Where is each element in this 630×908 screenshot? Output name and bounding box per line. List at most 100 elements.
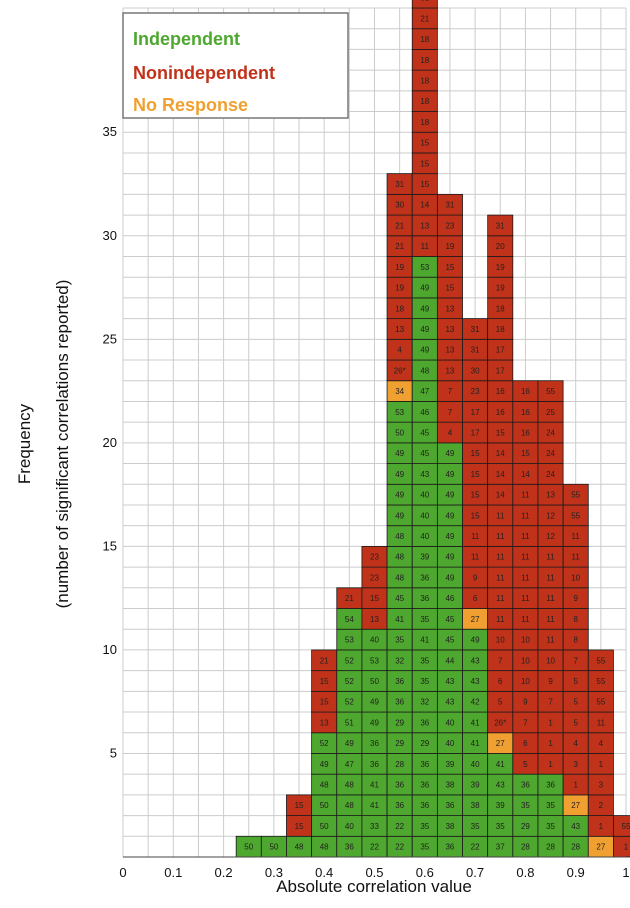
cell-label: 48 [395, 553, 404, 562]
cell-label: 25 [546, 408, 555, 417]
cell-label: 8 [573, 636, 578, 645]
cell-label: 46 [420, 408, 429, 417]
cell-label: 35 [420, 656, 429, 665]
cell-label: 43 [571, 822, 580, 831]
cell-label: 22 [395, 822, 404, 831]
x-tick-label: 0.1 [164, 865, 182, 880]
cell-label: 27 [571, 801, 580, 810]
cell-label: 54 [345, 615, 354, 624]
cell-label: 35 [420, 843, 429, 852]
cell-label: 28 [521, 843, 530, 852]
cell-label: 18 [420, 118, 429, 127]
cell-label: 40 [420, 532, 429, 541]
cell-label: 41 [471, 718, 480, 727]
cell-label: 55 [596, 656, 605, 665]
cell-label: 11 [546, 573, 555, 582]
cell-label: 29 [395, 718, 404, 727]
cell-label: 49 [445, 511, 454, 520]
cell-label: 36 [370, 760, 379, 769]
cell-label: 17 [471, 408, 480, 417]
histogram-cell [411, 0, 438, 9]
cell-label: 6 [473, 594, 478, 603]
cell-label: 32 [395, 656, 404, 665]
cell-label: 31 [496, 221, 505, 230]
x-tick-label: 0.9 [567, 865, 585, 880]
cell-label: 1 [548, 718, 553, 727]
cell-label: 43 [496, 781, 505, 790]
cell-label: 49 [471, 636, 480, 645]
cell-label: 6 [498, 677, 503, 686]
cell-label: 49 [445, 532, 454, 541]
cell-label: 48 [345, 781, 354, 790]
cell-label: 21 [345, 594, 354, 603]
cell-label: 50 [320, 822, 329, 831]
cell-label: 31 [445, 201, 454, 210]
cell-label: 36 [420, 718, 429, 727]
cell-label: 1 [624, 843, 629, 852]
cell-label: 9 [473, 573, 478, 582]
cell-label: 1 [548, 760, 553, 769]
cell-label: 10 [521, 636, 530, 645]
cell-label: 15 [521, 449, 530, 458]
cell-label: 50 [320, 801, 329, 810]
y-tick-label: 20 [103, 435, 117, 450]
cell-label: 11 [521, 553, 530, 562]
legend-nonindependent: Nonindependent [133, 63, 275, 83]
cell-label: 15 [295, 822, 304, 831]
cell-label: 37 [496, 843, 505, 852]
legend-independent: Independent [133, 29, 240, 49]
cell-label: 45 [420, 449, 429, 458]
cell-label: 36 [420, 781, 429, 790]
cell-label: 36 [420, 760, 429, 769]
cell-label: 13 [445, 346, 454, 355]
cell-label: 45 [445, 636, 454, 645]
cell-label: 23 [370, 573, 379, 582]
cell-label: 11 [572, 532, 581, 541]
cell-label: 36 [445, 843, 454, 852]
cell-label: 36 [546, 781, 555, 790]
cell-label: 19 [395, 263, 404, 272]
cell-label: 35 [395, 636, 404, 645]
cell-label: 18 [496, 304, 505, 313]
cell-label: 18 [420, 97, 429, 106]
cell-label: 28 [395, 760, 404, 769]
cell-label: 35 [546, 801, 555, 810]
cell-label: 11 [496, 615, 505, 624]
cell-label: 36 [345, 843, 354, 852]
cell-label: 41 [496, 760, 505, 769]
cell-label: 30 [395, 201, 404, 210]
cell-label: 45 [420, 429, 429, 438]
cell-label: 15 [370, 594, 379, 603]
cell-label: 21 [395, 221, 404, 230]
cell-label: 22 [395, 843, 404, 852]
cell-label: 36 [395, 677, 404, 686]
cell-label: 33 [370, 822, 379, 831]
cell-label: 9 [548, 677, 553, 686]
cell-label: 21 [420, 14, 429, 23]
cell-label: 12 [546, 532, 555, 541]
cell-label: 15 [445, 263, 454, 272]
cell-label: 19 [496, 284, 505, 293]
cell-label: 22 [370, 843, 379, 852]
cell-label: 40 [445, 718, 454, 727]
cell-label: 48 [320, 781, 329, 790]
cell-label: 45 [395, 594, 404, 603]
cell-label: 49 [395, 449, 404, 458]
y-tick-label: 25 [103, 331, 117, 346]
cell-label: 14 [496, 470, 505, 479]
cell-label: 13 [445, 304, 454, 313]
cell-label: 52 [345, 698, 354, 707]
cell-label: 14 [496, 491, 505, 500]
cell-label: 35 [471, 822, 480, 831]
cell-label: 10 [521, 677, 530, 686]
cell-label: 55 [571, 511, 580, 520]
cell-label: 11 [521, 532, 530, 541]
cell-label: 36 [521, 781, 530, 790]
cell-label: 34 [395, 387, 404, 396]
y-tick-label: 35 [103, 124, 117, 139]
cell-label: 55 [571, 491, 580, 500]
cell-label: 41 [420, 636, 429, 645]
cell-label: 15 [471, 449, 480, 458]
cell-label: 15 [471, 470, 480, 479]
cell-label: 50 [244, 843, 253, 852]
